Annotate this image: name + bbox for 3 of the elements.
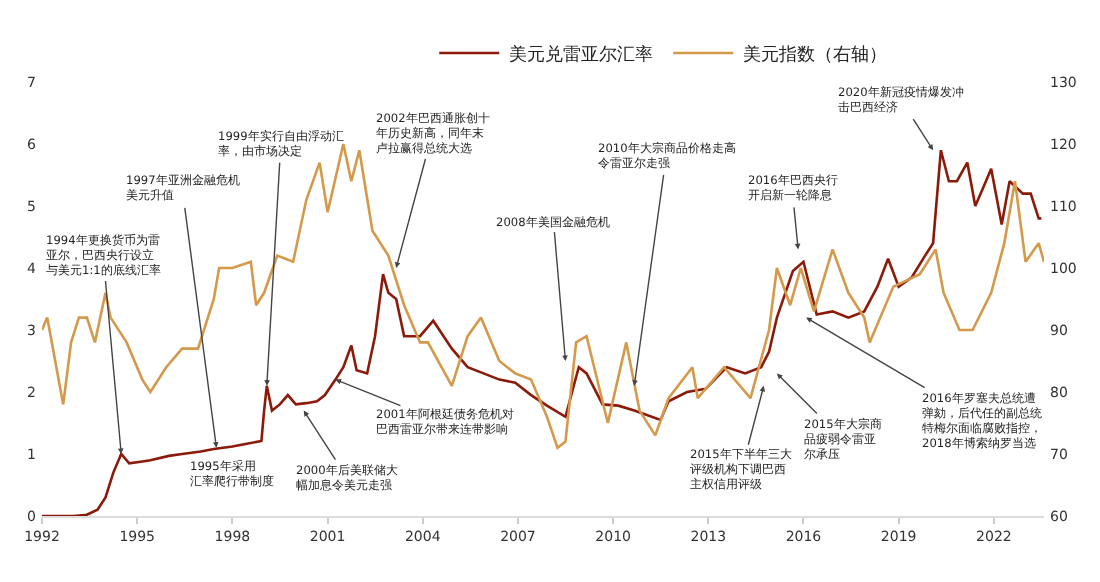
legend-label: 美元兑雷亚尔汇率 <box>509 44 654 67</box>
line-series <box>42 142 1044 450</box>
legend-label: 美元指数（右轴） <box>743 44 888 67</box>
